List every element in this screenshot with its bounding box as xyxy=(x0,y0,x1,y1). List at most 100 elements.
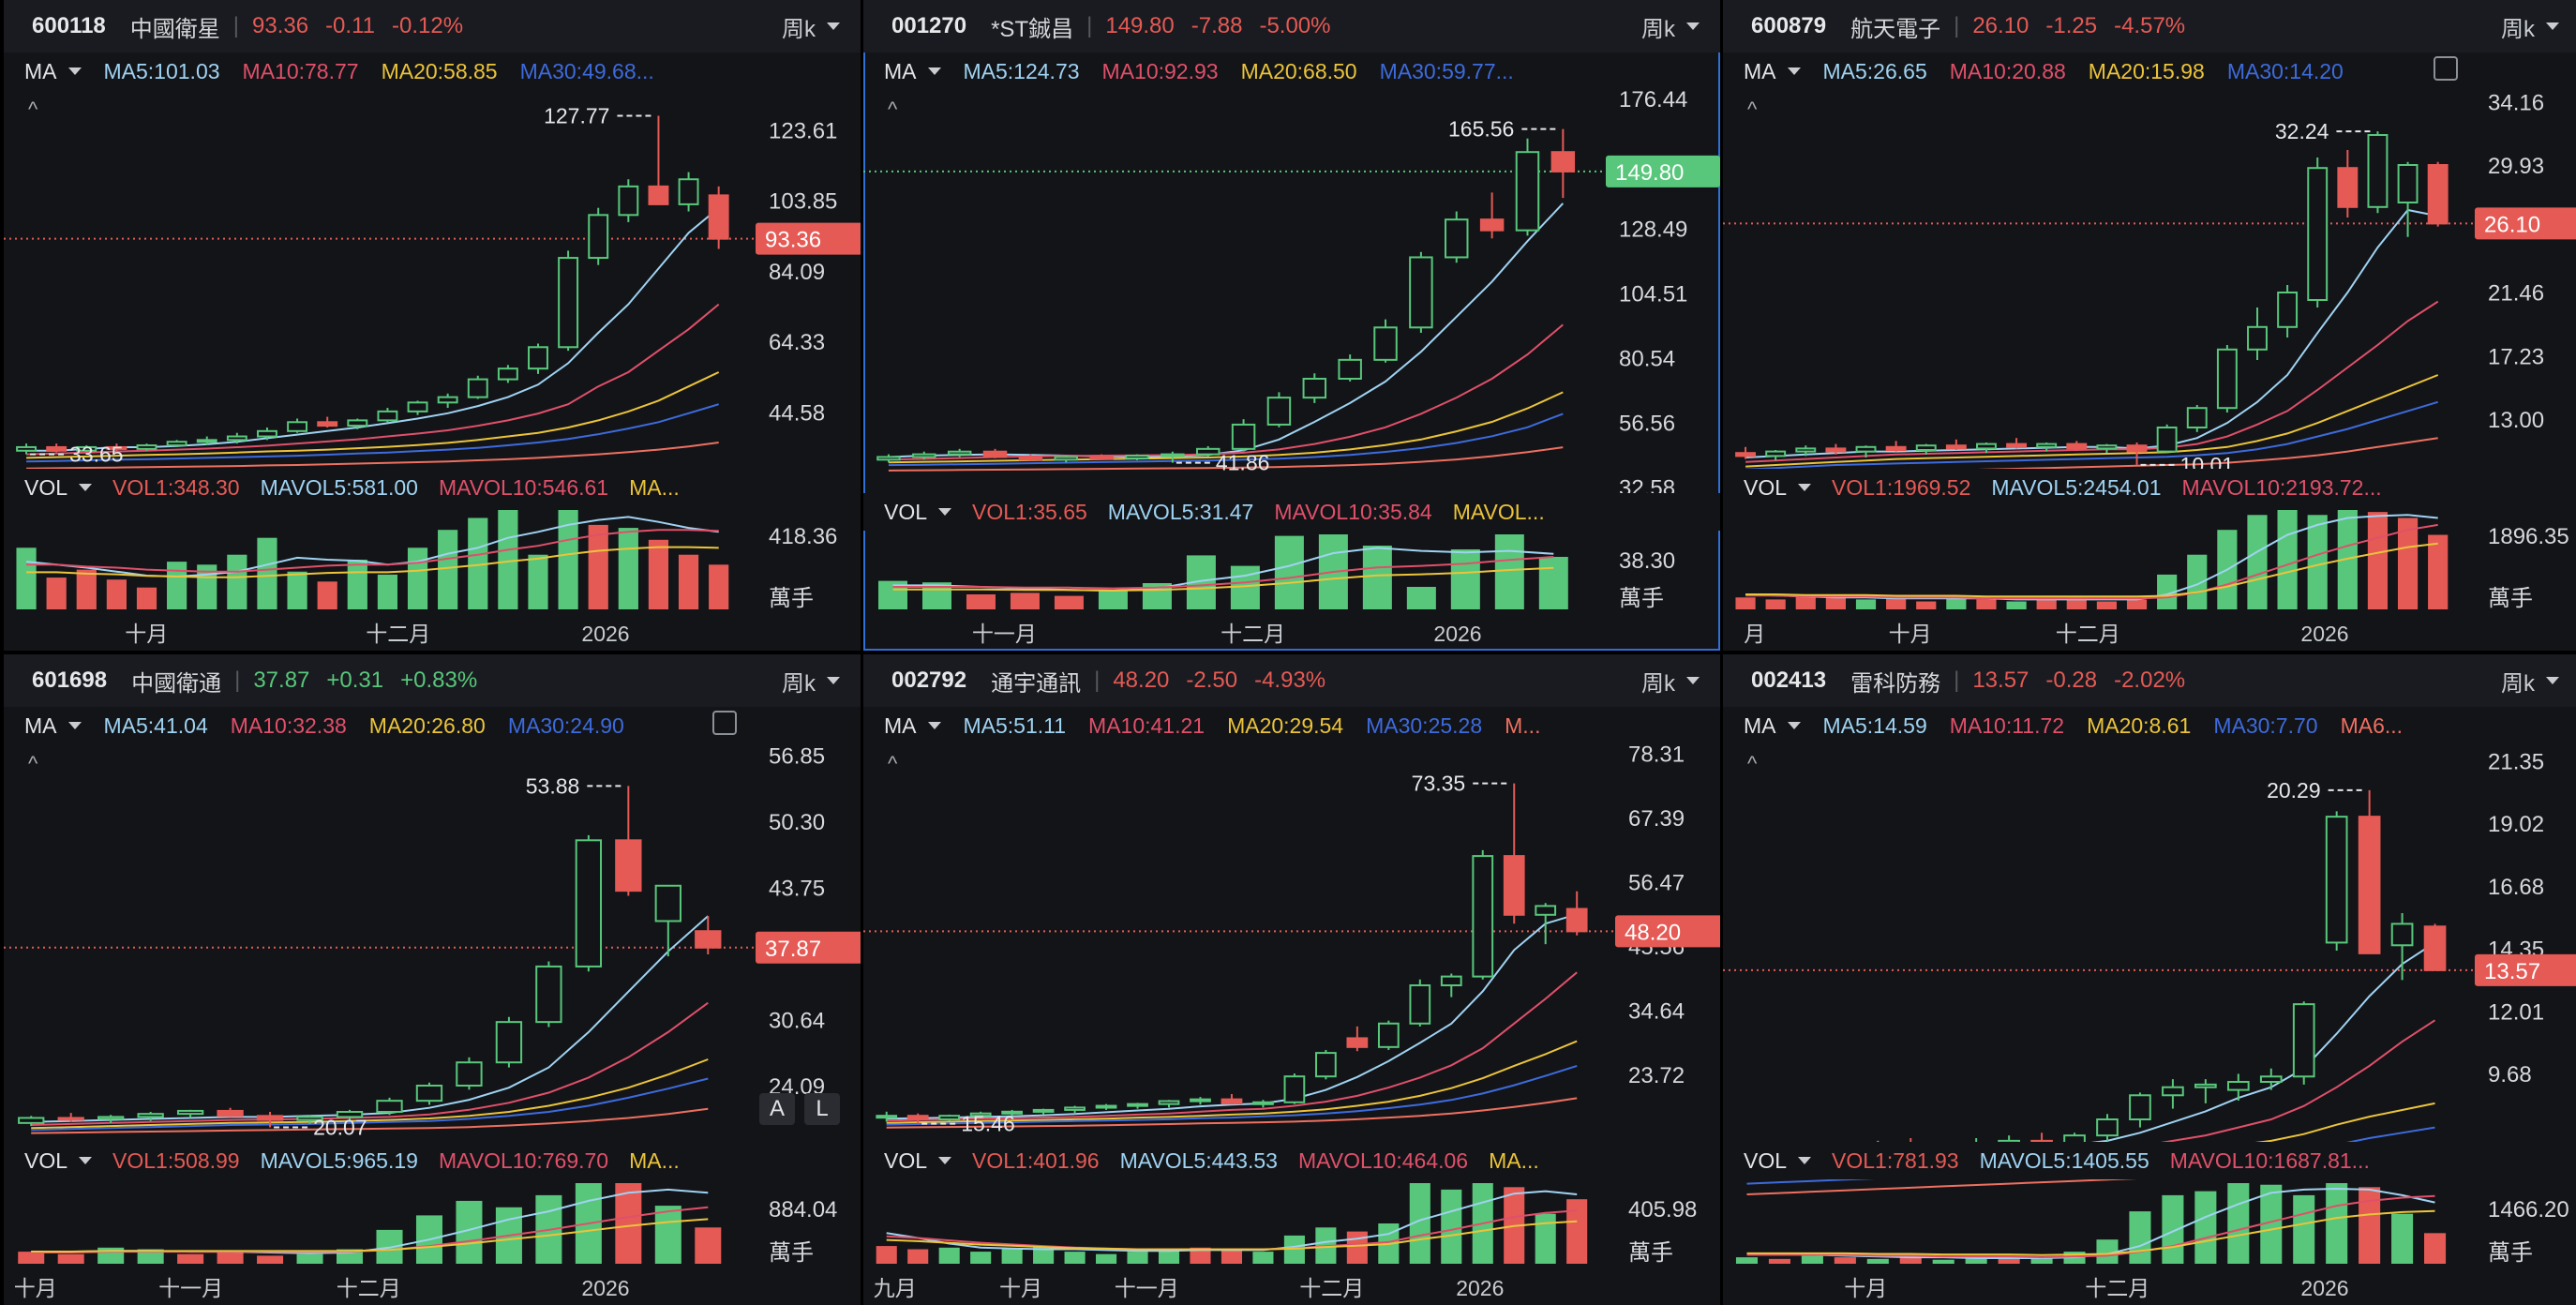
chevron-down-icon[interactable] xyxy=(67,722,82,729)
chevron-down-icon[interactable] xyxy=(938,1157,952,1164)
volume-bar xyxy=(1886,597,1907,609)
ma-value-2: MA10:78.77 xyxy=(242,58,359,83)
x-tick-label: 九月 xyxy=(874,1276,917,1300)
stock-code[interactable]: 601698 xyxy=(32,668,108,693)
stock-name[interactable]: 中國衛星 xyxy=(129,16,220,42)
period-selector[interactable]: 周k xyxy=(782,654,840,707)
stock-code[interactable]: 001270 xyxy=(891,13,967,38)
volume-bar xyxy=(2187,554,2208,609)
candle-body xyxy=(456,1061,483,1088)
stock-name[interactable]: 通宇通訊 xyxy=(991,670,1082,697)
candle-body xyxy=(2096,444,2118,450)
volume-bar xyxy=(970,1252,992,1264)
period-selector[interactable]: 周k xyxy=(1641,654,1700,707)
chevron-down-icon[interactable] xyxy=(927,722,941,729)
ma-value-4: MA30:7.70 xyxy=(2213,712,2318,738)
collapse-up-icon[interactable]: ^ xyxy=(888,98,898,121)
stock-panel-600118[interactable]: 123.61 103.85 84.09 64.33 44.58 127.77 33.65 93… xyxy=(4,0,861,651)
ma60-line xyxy=(26,442,719,470)
candlestick-chart[interactable]: 21.3519.0216.6814.3512.019.6820.2913.571… xyxy=(1723,654,2576,1305)
vol-indicator-label[interactable]: VOL xyxy=(884,1148,928,1173)
stock-name[interactable]: 雷科防務 xyxy=(1850,670,1941,697)
x-tick-label: 十一月 xyxy=(1115,1276,1179,1300)
candle-body xyxy=(1855,445,1877,453)
collapse-up-icon[interactable]: ^ xyxy=(28,98,38,121)
stock-name[interactable]: 航天電子 xyxy=(1850,16,1941,42)
stock-code[interactable]: 002792 xyxy=(891,668,967,693)
stock-code[interactable]: 002413 xyxy=(1751,668,1827,693)
period-selector[interactable]: 周k xyxy=(1641,0,1700,52)
candle-body xyxy=(347,419,368,428)
stock-name[interactable]: 中國衛通 xyxy=(131,670,222,697)
candlestick-chart[interactable]: 176.44152.46128.49104.5180.5456.5632.581… xyxy=(863,0,1720,651)
chevron-down-icon[interactable] xyxy=(1787,722,1801,729)
ma-indicator-label[interactable]: MA xyxy=(1744,58,1776,83)
stock-code[interactable]: 600879 xyxy=(1751,13,1827,38)
volume-tick-label: 418.36 xyxy=(769,524,837,549)
chevron-down-icon[interactable] xyxy=(79,484,93,491)
chevron-down-icon[interactable] xyxy=(1798,484,1812,491)
x-tick-label: 十一月 xyxy=(158,1276,223,1300)
chevron-down-icon[interactable] xyxy=(67,68,82,75)
ma-indicator-label[interactable]: MA xyxy=(884,58,917,83)
chevron-down-icon[interactable] xyxy=(927,68,941,75)
chevron-down-icon[interactable] xyxy=(938,508,952,516)
collapse-up-icon[interactable]: ^ xyxy=(1747,98,1758,121)
ma-indicator-label[interactable]: MA xyxy=(884,712,917,738)
candle-body xyxy=(76,445,97,452)
collapse-up-icon[interactable]: ^ xyxy=(1747,752,1758,775)
period-label: 周k xyxy=(1641,670,1675,697)
y-tick-label: 12.01 xyxy=(2488,999,2544,1025)
vol-indicator-label[interactable]: VOL xyxy=(884,499,928,524)
candle-body xyxy=(528,346,548,370)
vol-indicator-label[interactable]: VOL xyxy=(1744,1148,1788,1173)
candlestick-chart[interactable]: 123.61 103.85 84.09 64.33 44.58 127.77 33.65 93… xyxy=(4,0,861,651)
volume-bar xyxy=(227,554,247,609)
ma-indicator-label[interactable]: MA xyxy=(24,58,57,83)
candle-body xyxy=(982,450,1008,458)
candlestick-chart[interactable]: 56.8550.3043.7537.1930.6424.0953.8820.07… xyxy=(4,654,861,1305)
x-tick-label: 月 xyxy=(1744,622,1765,646)
stock-code[interactable]: 600118 xyxy=(32,13,106,38)
volume-bar xyxy=(615,1183,642,1264)
chevron-down-icon[interactable] xyxy=(79,1157,93,1164)
volume-bar xyxy=(106,579,127,609)
zoom-expand-icon[interactable] xyxy=(712,711,737,735)
candle-body xyxy=(2096,1118,2119,1137)
candle-body xyxy=(615,839,642,892)
auto-scale-button[interactable]: A xyxy=(759,1093,795,1125)
candlestick-chart[interactable]: 78.3167.3956.4745.5634.6423.7273.3515.46… xyxy=(863,654,1720,1305)
candlestick-chart[interactable]: 34.1629.9325.6921.4617.2313.0032.2410.01… xyxy=(1723,0,2576,651)
vol-value-3: MAVOL10:35.84 xyxy=(1274,499,1432,524)
volume-bar xyxy=(907,1249,929,1264)
stock-panel-002792[interactable]: 78.31 67.39 56.47 45.56 34.64 23.72 73.35 15.46… xyxy=(863,654,1720,1305)
zoom-expand-icon[interactable] xyxy=(2434,56,2458,81)
stock-panel-601698[interactable]: 56.8550.3043.7537.1930.6424.0953.8820.07… xyxy=(4,654,861,1305)
chevron-down-icon xyxy=(2546,22,2559,30)
stock-panel-002413[interactable]: 21.35 19.02 16.68 14.35 12.01 9.68 20.29 13.57 1… xyxy=(1723,654,2576,1305)
vol-indicator-label[interactable]: VOL xyxy=(24,1148,68,1173)
vol-indicator-label[interactable]: VOL xyxy=(1744,474,1788,500)
last-price: 26.10 xyxy=(1972,13,2029,38)
period-selector[interactable]: 周k xyxy=(2501,654,2559,707)
candle-body xyxy=(257,429,277,438)
x-tick-label: 十月 xyxy=(1844,1276,1887,1300)
volume-bar xyxy=(1866,1258,1889,1264)
collapse-up-icon[interactable]: ^ xyxy=(888,752,898,775)
chevron-down-icon[interactable] xyxy=(1787,68,1801,75)
candle-body xyxy=(1018,456,1043,461)
period-selector[interactable]: 周k xyxy=(2501,0,2559,52)
stock-panel-600879[interactable]: 34.1629.9325.6921.4617.2313.0032.2410.01… xyxy=(1723,0,2576,651)
volume-bar xyxy=(1946,597,1967,609)
ma-indicator-label[interactable]: MA xyxy=(24,712,57,738)
ma-value-3: MA20:29.54 xyxy=(1227,712,1344,738)
y-tick-label: 64.33 xyxy=(769,330,825,355)
log-scale-button[interactable]: L xyxy=(804,1093,840,1125)
ma-indicator-label[interactable]: MA xyxy=(1744,712,1776,738)
chevron-down-icon[interactable] xyxy=(1798,1157,1812,1164)
stock-name[interactable]: *ST鋮昌 xyxy=(991,16,1074,42)
stock-panel-001270[interactable]: 176.44152.46128.49104.5180.5456.5632.581… xyxy=(863,0,1720,651)
collapse-up-icon[interactable]: ^ xyxy=(28,752,38,775)
period-selector[interactable]: 周k xyxy=(782,0,840,52)
vol-indicator-label[interactable]: VOL xyxy=(24,474,68,500)
